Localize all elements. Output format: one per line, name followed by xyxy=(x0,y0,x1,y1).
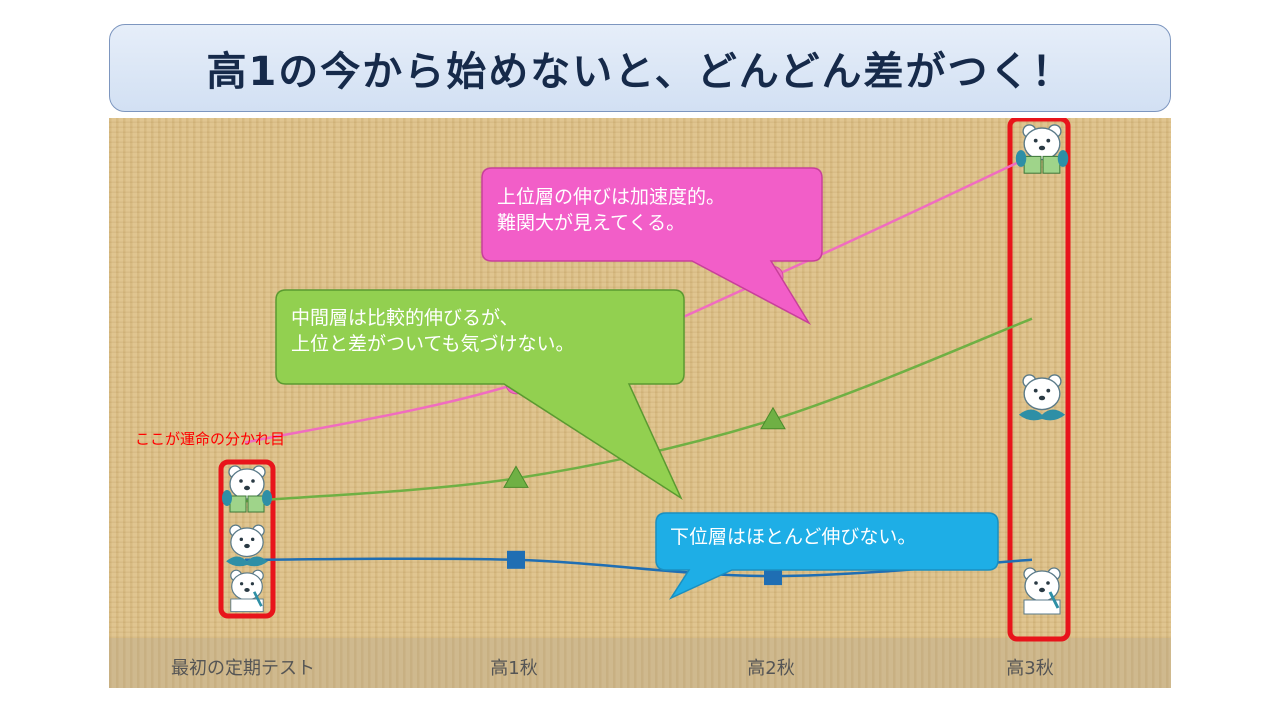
data-point-middle-2 xyxy=(503,465,529,488)
line-chart: 上位層の伸びは加速度的。難関大が見えてくる。中間層は比較的伸びるが、上位と差がつ… xyxy=(135,118,1071,679)
bear-writing-icon-final xyxy=(1023,567,1061,615)
callout-upper-line-2: 難関大が見えてくる。 xyxy=(497,212,685,234)
bear-mascot-icon-start xyxy=(226,524,268,567)
data-point-lower-3 xyxy=(764,567,782,586)
data-point-middle-3 xyxy=(760,406,786,430)
x-tick-label-3: 高2秋 xyxy=(747,658,794,679)
callout-upper-shape xyxy=(481,167,823,325)
callout-middle-line-2: 上位と差がついても気づけない。 xyxy=(291,333,574,355)
bear-reading-icon-start xyxy=(222,465,272,513)
bear-reading-icon-final xyxy=(1015,124,1069,174)
title-banner: 高1の今から始めないと、どんどん差がつく！ xyxy=(109,24,1171,112)
callout-lower-line-1: 下位層はほとんど伸びない。 xyxy=(670,526,916,548)
page-title: 高1の今から始めないと、どんどん差がつく！ xyxy=(206,49,1074,95)
start-annotation: ここが運命の分かれ目 xyxy=(135,430,285,448)
callout-upper-line-1: 上位層の伸びは加速度的。 xyxy=(497,186,725,208)
callout-layer: 上位層の伸びは加速度的。難関大が見えてくる。中間層は比較的伸びるが、上位と差がつ… xyxy=(275,167,999,600)
callout-lower-shape xyxy=(655,512,999,600)
x-tick-label-1: 最初の定期テスト xyxy=(171,658,315,679)
bear-mascot-icon-final xyxy=(1018,374,1066,421)
chart-area: 上位層の伸びは加速度的。 難関大が見えてくる。 中間層は比較的伸びるが、 上位と差がつ… xyxy=(109,118,1171,688)
bear-writing-icon-start xyxy=(230,569,264,613)
final-highlight-frame xyxy=(1007,118,1071,642)
data-point-lower-2 xyxy=(507,550,525,569)
x-axis-band xyxy=(109,638,1171,688)
x-tick-layer: 最初の定期テスト 高1秋 高2秋 高3秋 xyxy=(171,658,1054,679)
callout-upper: 上位層の伸びは加速度的。難関大が見えてくる。 xyxy=(481,167,823,325)
icon-layer xyxy=(222,124,1069,615)
highlight-layer xyxy=(218,118,1071,642)
annotation-layer: ここが運命の分かれ目 xyxy=(135,430,285,448)
x-tick-label-4: 高3秋 xyxy=(1006,658,1053,679)
x-tick-label-2: 高1秋 xyxy=(490,658,537,679)
callout-lower: 下位層はほとんど伸びない。 xyxy=(655,512,999,600)
callout-middle: 中間層は比較的伸びるが、上位と差がついても気づけない。 xyxy=(275,289,685,501)
start-highlight-frame xyxy=(218,459,276,619)
callout-middle-line-1: 中間層は比較的伸びるが、 xyxy=(291,307,519,329)
callout-middle-shape xyxy=(275,289,685,501)
